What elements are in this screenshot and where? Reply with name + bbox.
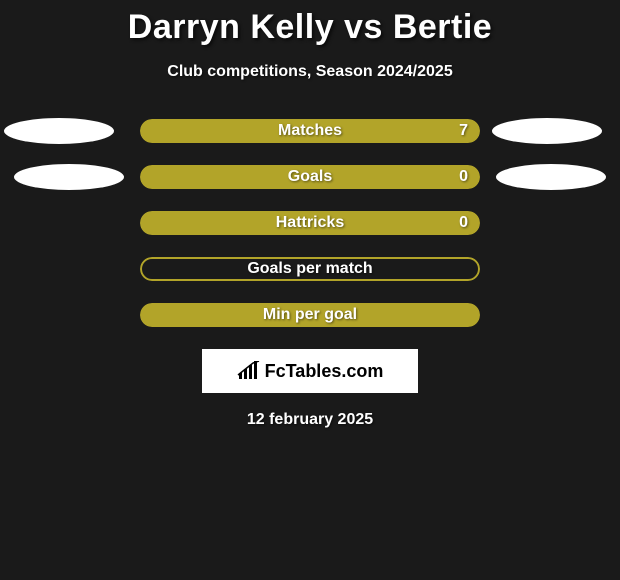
comparison-chart: Matches 7 Goals 0 Hattricks 0 Goals per match M… xyxy=(0,119,620,327)
player-left-marker xyxy=(4,118,114,144)
stat-bar: Matches 7 xyxy=(140,119,480,143)
stat-label: Goals xyxy=(288,168,332,186)
stat-bar: Hattricks 0 xyxy=(140,211,480,235)
subtitle: Club competitions, Season 2024/2025 xyxy=(0,63,620,81)
stat-value: 0 xyxy=(459,214,468,232)
date-label: 12 february 2025 xyxy=(0,411,620,429)
stat-bar: Goals per match xyxy=(140,257,480,281)
stat-label: Matches xyxy=(278,122,342,140)
stat-row: Min per goal xyxy=(0,303,620,327)
brand-label: FcTables.com xyxy=(265,361,384,382)
stat-label: Goals per match xyxy=(247,260,372,278)
stat-row: Hattricks 0 xyxy=(0,211,620,235)
stat-value: 7 xyxy=(459,122,468,140)
stat-bar: Goals 0 xyxy=(140,165,480,189)
player-left-marker xyxy=(14,164,124,190)
stat-row: Matches 7 xyxy=(0,119,620,143)
stat-label: Min per goal xyxy=(263,306,357,324)
page-title: Darryn Kelly vs Bertie xyxy=(0,0,620,47)
player-right-marker xyxy=(492,118,602,144)
brand-box: FcTables.com xyxy=(202,349,418,393)
stat-row: Goals 0 xyxy=(0,165,620,189)
stat-value: 0 xyxy=(459,168,468,186)
stat-bar: Min per goal xyxy=(140,303,480,327)
stat-label: Hattricks xyxy=(276,214,344,232)
stat-row: Goals per match xyxy=(0,257,620,281)
bar-chart-icon xyxy=(237,361,261,381)
player-right-marker xyxy=(496,164,606,190)
